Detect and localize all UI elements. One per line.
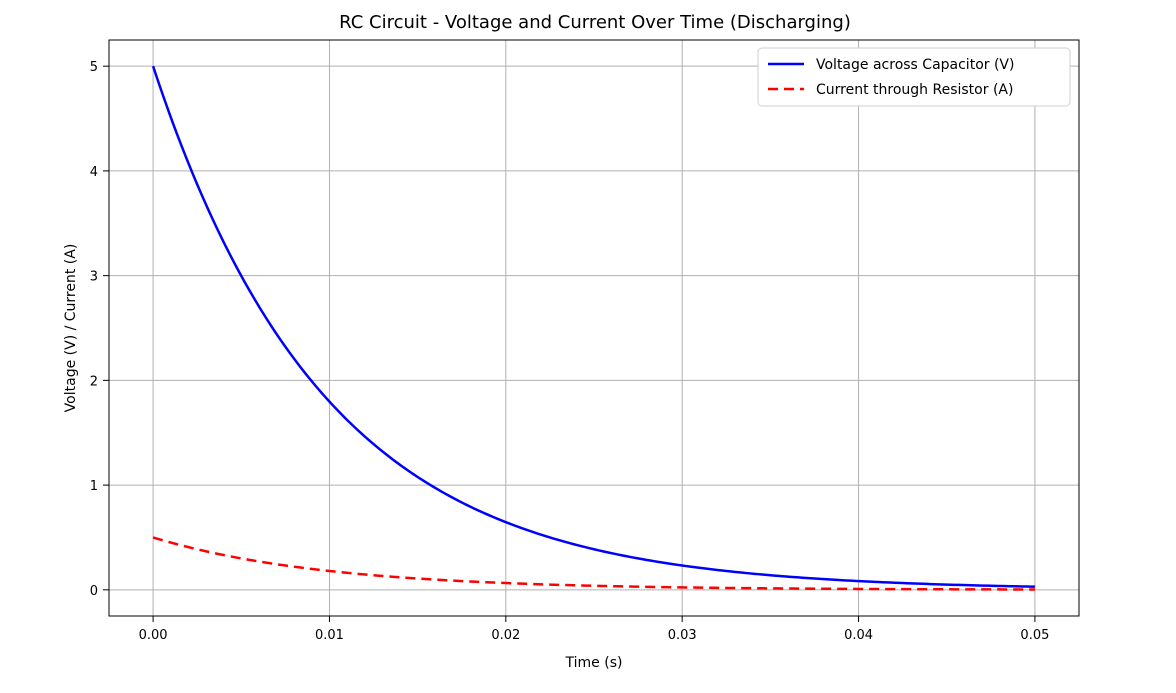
x-tick-label: 0.04 — [844, 628, 873, 643]
grid — [109, 40, 1079, 616]
current-series-line — [152, 536, 1035, 591]
y-tick-label: 2 — [90, 374, 98, 389]
x-axis-label: Time (s) — [565, 655, 623, 671]
x-tick-label: 0.02 — [491, 628, 520, 643]
series-lines — [151, 65, 1035, 591]
legend: Voltage across Capacitor (V) Current thro… — [757, 47, 1071, 107]
y-tick-label: 5 — [90, 60, 98, 75]
y-tick-label: 0 — [90, 584, 98, 599]
y-axis-label: Voltage (V) / Current (A) — [63, 244, 79, 413]
current-legend-label: Current through Resistor (A) — [816, 82, 1013, 98]
y-tick-label: 3 — [90, 270, 98, 285]
voltage-series-line — [151, 65, 1035, 588]
legend-box — [757, 47, 1071, 107]
voltage-legend-label: Voltage across Capacitor (V) — [816, 57, 1014, 73]
chart-title: RC Circuit - Voltage and Current Over Ti… — [339, 12, 851, 33]
x-tick-label: 0.01 — [315, 628, 344, 643]
plot-area-frame — [108, 39, 1080, 617]
x-tick-label: 0.05 — [1020, 628, 1049, 643]
x-tick-label: 0.03 — [668, 628, 697, 643]
y-tick-label: 1 — [90, 479, 98, 494]
axis-ticks: 0.00 0.01 0.02 0.03 0.04 0.05 0 1 2 3 4 5 — [90, 60, 1050, 643]
x-tick-label: 0.00 — [139, 628, 168, 643]
y-tick-label: 4 — [90, 165, 98, 180]
